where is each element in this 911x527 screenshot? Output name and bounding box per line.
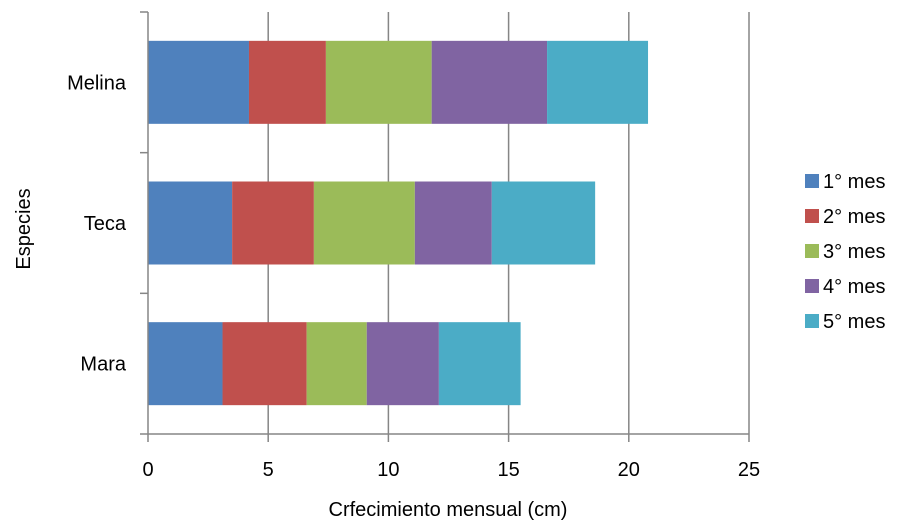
bar-melina-series-5	[547, 40, 649, 124]
x-tick-label: 0	[142, 459, 153, 481]
y-tick-label: Teca	[84, 213, 127, 235]
bar-melina-series-4	[431, 40, 548, 124]
bar-teca-series-2	[232, 181, 314, 265]
legend-label: 1° mes	[823, 171, 885, 193]
bar-mara-series-4	[366, 322, 439, 406]
x-tick-label: 20	[618, 459, 640, 481]
legend-swatch	[805, 209, 819, 223]
bar-teca-series-4	[414, 181, 492, 265]
bar-melina-series-2	[248, 40, 326, 124]
bar-teca-series-1	[148, 181, 233, 265]
x-tick-label: 25	[738, 459, 760, 481]
legend-item: 5° mes	[805, 311, 885, 333]
legend: 1° mes 2° mes 3° mes 4° mes 5° mes	[805, 171, 885, 333]
axes	[147, 12, 749, 435]
x-tick-label: 10	[377, 459, 399, 481]
legend-swatch	[805, 279, 819, 293]
legend-label: 4° mes	[823, 276, 885, 298]
bar-teca-series-3	[313, 181, 415, 265]
legend-swatch	[805, 244, 819, 258]
legend-label: 2° mes	[823, 206, 885, 228]
bar-mara-series-1	[148, 322, 223, 406]
legend-swatch	[805, 174, 819, 188]
legend-item: 1° mes	[805, 171, 885, 193]
x-tick-labels: 0 5 10 15 20 25	[142, 434, 760, 481]
y-axis-label: Especies	[13, 188, 35, 269]
y-tick-label: Mara	[80, 354, 126, 376]
x-tick-label: 15	[497, 459, 519, 481]
x-axis-label: Crfecimiento mensual (cm)	[329, 499, 568, 521]
x-tick-label: 5	[263, 459, 274, 481]
bar-melina-series-1	[148, 40, 249, 124]
legend-item: 3° mes	[805, 241, 885, 263]
y-tick-label: Melina	[67, 72, 127, 94]
legend-swatch	[805, 314, 819, 328]
bar-melina-series-3	[325, 40, 432, 124]
bar-mara-series-5	[438, 322, 521, 406]
legend-label: 5° mes	[823, 311, 885, 333]
bar-teca-series-5	[491, 181, 596, 265]
legend-label: 3° mes	[823, 241, 885, 263]
bars	[148, 40, 649, 406]
legend-item: 2° mes	[805, 206, 885, 228]
bar-mara-series-3	[306, 322, 367, 406]
bar-mara-series-2	[222, 322, 307, 406]
legend-item: 4° mes	[805, 276, 885, 298]
y-tick-labels: Melina Teca Mara	[67, 11, 148, 435]
